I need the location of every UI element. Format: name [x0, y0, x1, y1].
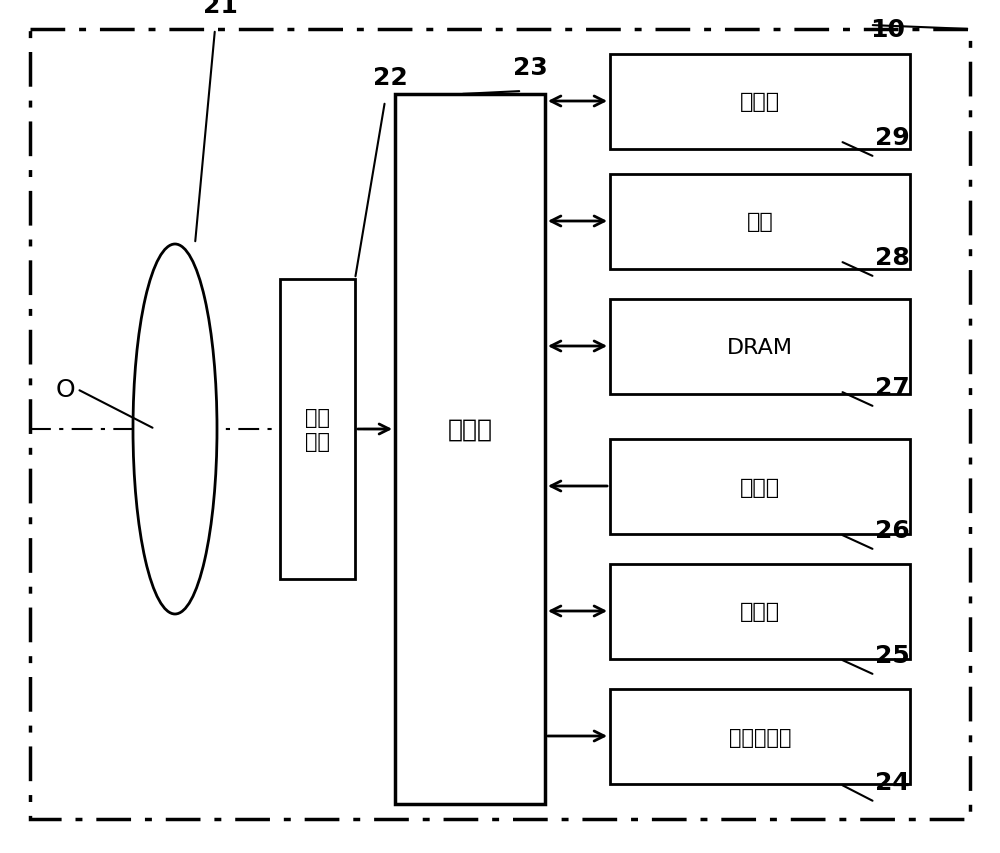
Bar [280, 280, 355, 579]
Text: 闪存: 闪存 [747, 212, 773, 232]
Text: 21: 21 [203, 0, 237, 18]
Text: 26: 26 [875, 519, 910, 543]
Text: 24: 24 [875, 770, 910, 794]
Text: 27: 27 [875, 375, 910, 399]
Bar [610, 565, 910, 659]
Text: 存储卡: 存储卡 [740, 602, 780, 622]
Bar [610, 175, 910, 270]
Text: 23: 23 [513, 56, 547, 80]
Text: O: O [55, 378, 75, 402]
Text: 操作部: 操作部 [740, 477, 780, 497]
Text: 22: 22 [373, 66, 407, 90]
Bar [610, 689, 910, 784]
Text: 拍摄
元件: 拍摄 元件 [304, 408, 330, 451]
Bar [610, 439, 910, 534]
Ellipse shape [133, 245, 217, 614]
Text: DRAM: DRAM [727, 337, 793, 357]
Text: 29: 29 [875, 126, 910, 150]
Bar [610, 299, 910, 395]
Text: 28: 28 [875, 246, 910, 270]
Text: 25: 25 [875, 643, 910, 667]
Text: 控制部: 控制部 [448, 417, 492, 442]
Text: 液晶显示器: 液晶显示器 [729, 727, 791, 746]
Text: 录音部: 录音部 [740, 92, 780, 113]
Bar [395, 95, 545, 804]
Bar [610, 55, 910, 150]
Text: 10: 10 [870, 18, 905, 42]
